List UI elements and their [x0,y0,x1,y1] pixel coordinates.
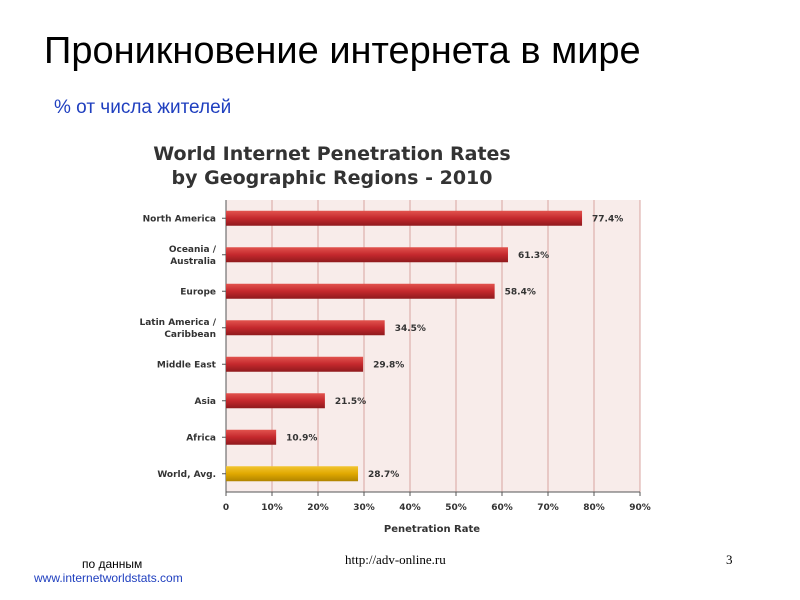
category-label: Oceania / [169,245,217,255]
category-label: Asia [195,397,216,407]
bar [226,393,325,409]
bar-value-label: 21.5% [335,397,366,407]
bar-value-label: 29.8% [373,360,404,370]
category-label: North America [143,214,216,224]
category-label: Africa [186,433,216,443]
bar [226,210,583,226]
slide-subtitle: % от числа жителей [54,97,232,118]
bar [226,356,364,372]
bar-world-avg [226,466,359,482]
category-label: Europe [180,287,216,297]
bar-value-label: 10.9% [286,433,317,443]
bar [226,247,508,263]
category-label: Middle East [157,360,217,370]
category-label: World, Avg. [157,470,216,480]
x-tick-label: 0 [223,503,229,513]
x-tick-label: 60% [491,503,513,513]
chart-title-line: World Internet Penetration Rates [153,143,511,165]
x-tick-label: 40% [399,503,421,513]
x-tick-label: 70% [537,503,559,513]
slide-title: Проникновение интернета в мире [44,30,641,72]
x-tick-label: 90% [629,503,651,513]
bar-value-label: 77.4% [592,214,623,224]
bar-value-label: 34.5% [395,324,426,334]
footer-url: http://adv-online.ru [345,552,446,567]
bar [226,283,495,299]
category-label: Latin America / [139,318,216,328]
x-tick-label: 10% [261,503,283,513]
bar [226,320,385,336]
x-tick-label: 50% [445,503,467,513]
footer-source-link[interactable]: www.internetworldstats.com [34,571,183,585]
x-tick-label: 30% [353,503,375,513]
chart: World Internet Penetration Rates by Geogr… [122,132,667,542]
category-label: Caribbean [164,330,216,340]
bar-value-label: 61.3% [518,251,549,261]
bar-value-label: 28.7% [368,470,399,480]
x-tick-label: 20% [307,503,329,513]
plot-background [226,200,640,492]
chart-title-line: by Geographic Regions - 2010 [172,167,493,189]
bar-value-label: 58.4% [505,287,536,297]
x-axis-label: Penetration Rate [384,524,480,535]
bar [226,429,277,445]
category-label: Australia [170,257,216,267]
x-tick-label: 80% [583,503,605,513]
page-number: 3 [726,552,733,567]
footer-source-note: по данным [82,557,143,571]
